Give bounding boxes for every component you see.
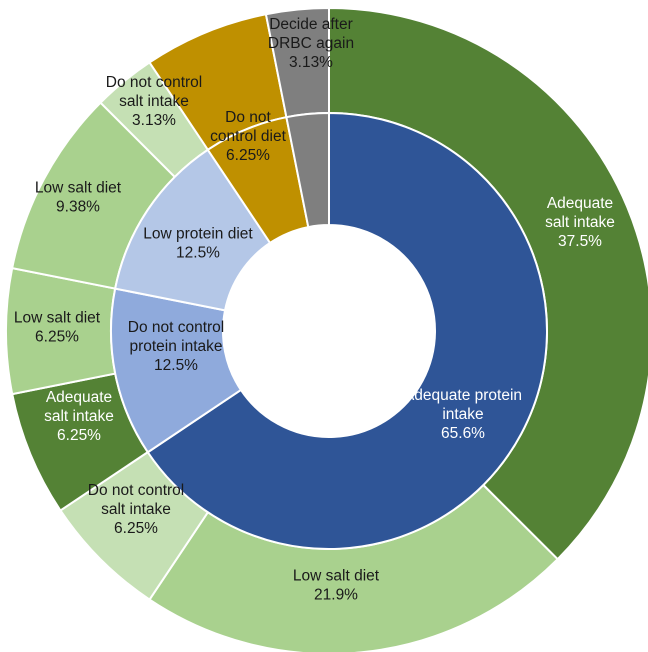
inner-ring-label-1-do-not-control-protein-intake: Do not control protein intake 12.5% [128, 319, 225, 374]
outer-ring-label-1-low-salt-diet: Low salt diet 21.9% [293, 568, 380, 604]
outer-ring-label-6-do-not-control-salt-intake: Do not control salt intake 3.13% [106, 74, 203, 129]
inner-ring-label-2-low-protein-diet: Low protein diet 12.5% [143, 226, 253, 262]
outer-ring-label-0-adequate-salt-intake: Adequate salt intake 37.5% [545, 195, 615, 250]
inner-ring-label-3-do-not-control-diet: Do not control diet 6.25% [210, 109, 287, 164]
inner-ring-label-0-adequate-protein-intake: Adequate protein intake 65.6% [404, 387, 522, 442]
outer-ring-label-3-adequate-salt-intake: Adequate salt intake 6.25% [44, 389, 114, 444]
inner-ring-label-4-decide-after-drbc-again: Decide after DRBC again 3.13% [268, 16, 354, 71]
inner-ring-segment-0-adequate-protein-intake [146, 111, 548, 550]
outer-ring-label-5-low-salt-diet: Low salt diet 9.38% [35, 180, 122, 216]
outer-ring-label-4-low-salt-diet: Low salt diet 6.25% [14, 310, 101, 346]
inner-ring-segment-4-decide-after-drbc-again [285, 111, 330, 229]
outer-ring-label-2-do-not-control-salt-intake: Do not control salt intake 6.25% [88, 482, 185, 537]
